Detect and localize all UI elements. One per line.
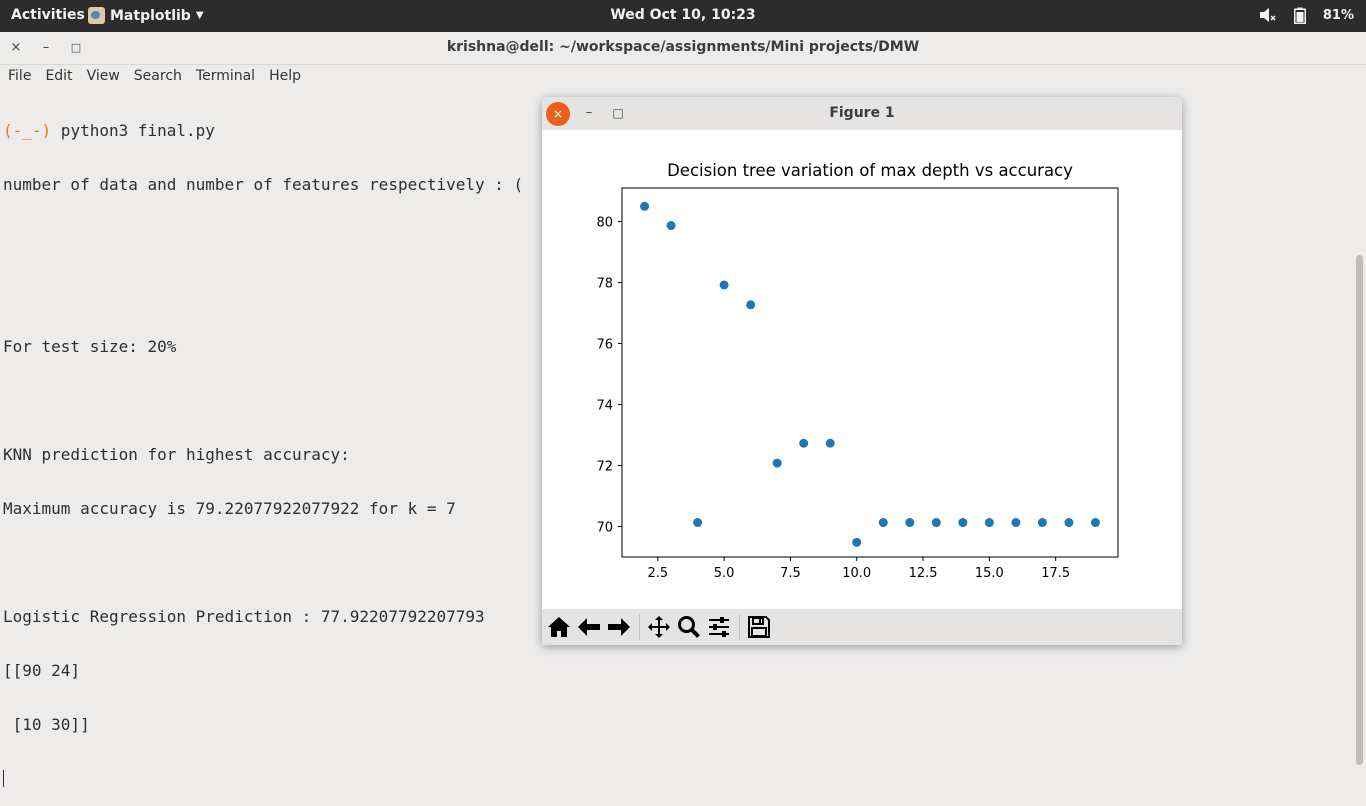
plot-canvas[interactable]: Decision tree variation of max depth vs …	[542, 130, 1182, 609]
minimize-icon[interactable]: –	[42, 40, 50, 55]
x-axis-ticks: 2.5 5.0 7.5 10.0 12.5 15.0 17.5	[647, 557, 1070, 581]
app-menu-label: Matplotlib	[110, 7, 191, 24]
x-tick-label: 10.0	[842, 566, 871, 581]
x-tick-label: 17.5	[1041, 566, 1070, 581]
scatter-point	[958, 518, 968, 528]
menu-edit[interactable]: Edit	[45, 68, 73, 84]
x-tick-label: 15.0	[975, 566, 1004, 581]
output-line: For test size: 20%	[3, 337, 177, 356]
save-icon[interactable]	[745, 613, 773, 641]
minimize-icon[interactable]: –	[585, 105, 593, 120]
scatter-point	[852, 537, 862, 547]
x-tick-label: 2.5	[647, 566, 668, 581]
terminal-titlebar: × – □ krishna@dell: ~/workspace/assignme…	[0, 32, 1366, 65]
figure-titlebar: × – □ Figure 1	[542, 97, 1182, 131]
clock-container: Wed Oct 10, 10:23	[0, 7, 1366, 23]
scatter-point	[666, 221, 676, 231]
scatter-point	[719, 280, 729, 290]
output-line: Logistic Regression Prediction : 77.9220…	[3, 607, 485, 626]
y-axis-ticks: 70 72 74 76 78 80	[596, 216, 622, 536]
scatter-point	[1064, 518, 1074, 528]
output-line: [[90 24]	[3, 661, 81, 680]
activities-button[interactable]: Activities	[11, 7, 85, 23]
scatter-point	[905, 518, 915, 528]
scatter-point	[984, 518, 994, 528]
top-bar: Activities Matplotlib ▼ Wed Oct 10, 10:2…	[0, 0, 1366, 32]
command-text: python3 final.py	[51, 121, 215, 140]
menu-terminal[interactable]: Terminal	[195, 68, 256, 84]
scatter-point	[1011, 518, 1021, 528]
system-tray[interactable]: 81%	[1259, 6, 1354, 24]
scatter-point	[799, 438, 809, 448]
scatter-point	[746, 300, 756, 310]
x-tick-label: 7.5	[780, 566, 801, 581]
y-tick-label: 80	[596, 216, 613, 231]
chart-title: Decision tree variation of max depth vs …	[667, 161, 1073, 180]
scatter-point	[693, 518, 703, 528]
terminal-output[interactable]: (-_-) python3 final.py number of data an…	[3, 86, 1343, 806]
scatter-point	[1037, 518, 1047, 528]
x-tick-label: 5.0	[714, 566, 735, 581]
clock[interactable]: Wed Oct 10, 10:23	[610, 7, 756, 23]
menu-file[interactable]: File	[8, 68, 32, 84]
scatter-point	[825, 438, 835, 448]
output-line: number of data and number of features re…	[3, 175, 524, 194]
text-cursor	[3, 770, 4, 787]
toolbar-separator	[639, 614, 640, 640]
close-icon[interactable]: ×	[546, 102, 570, 126]
toolbar-separator	[739, 614, 740, 640]
configure-subplots-icon[interactable]	[705, 613, 733, 641]
figure-title: Figure 1	[829, 105, 895, 121]
menu-search[interactable]: Search	[133, 68, 182, 84]
app-menu[interactable]: Matplotlib ▼	[88, 7, 204, 24]
scatter-point	[640, 201, 650, 211]
scatter-point	[772, 458, 782, 468]
y-tick-label: 78	[596, 277, 613, 292]
maximize-icon[interactable]: □	[612, 106, 624, 120]
chevron-down-icon: ▼	[195, 10, 204, 21]
output-line: KNN prediction for highest accuracy:	[3, 445, 350, 464]
y-tick-label: 74	[596, 399, 613, 414]
y-tick-label: 72	[596, 460, 613, 475]
scatter-point	[931, 518, 941, 528]
axes-frame	[621, 187, 1119, 558]
home-icon[interactable]	[545, 613, 573, 641]
scatter-point	[878, 518, 888, 528]
cursor-line	[3, 770, 1343, 788]
y-tick-label: 76	[596, 338, 613, 353]
terminal-title: krishna@dell: ~/workspace/assignments/Mi…	[446, 39, 920, 55]
menu-view[interactable]: View	[86, 68, 120, 84]
battery-percentage: 81%	[1322, 7, 1354, 23]
scatter-points	[640, 201, 1100, 547]
command-line: (-_-) python3 final.py	[3, 122, 1343, 140]
output-line: [10 30]]	[3, 715, 90, 734]
y-tick-label: 70	[596, 521, 613, 536]
output-line: Maximum accuracy is 79.22077922077922 fo…	[3, 499, 456, 518]
shell-prompt: (-_-)	[3, 121, 52, 140]
x-tick-label: 12.5	[909, 566, 938, 581]
pan-icon[interactable]	[645, 613, 673, 641]
terminal-menubar: File Edit View Search Terminal Help	[0, 65, 1366, 87]
speaker-muted-icon[interactable]	[1259, 6, 1277, 24]
scatter-point	[1090, 518, 1100, 528]
forward-arrow-icon[interactable]	[605, 613, 633, 641]
figure-window: × – □ Figure 1 Decision tree variation o…	[542, 97, 1182, 645]
zoom-icon[interactable]	[675, 613, 703, 641]
close-icon[interactable]: ×	[10, 40, 22, 55]
matplotlib-toolbar	[542, 609, 1182, 645]
terminal-scrollbar[interactable]	[1356, 255, 1363, 765]
scatter-chart: Decision tree variation of max depth vs …	[596, 161, 1119, 581]
matplotlib-app-icon	[88, 7, 105, 24]
battery-icon[interactable]	[1291, 6, 1309, 24]
menu-help[interactable]: Help	[269, 68, 301, 84]
maximize-icon[interactable]: □	[70, 41, 82, 54]
back-arrow-icon[interactable]	[575, 613, 603, 641]
